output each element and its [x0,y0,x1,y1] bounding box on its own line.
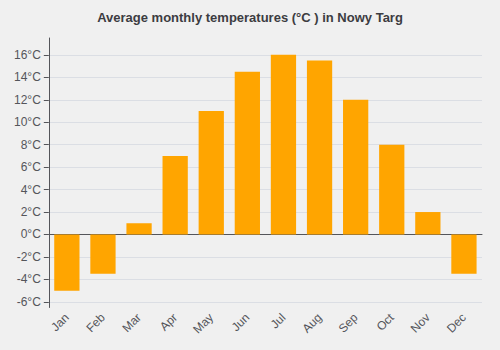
svg-text:Jan: Jan [48,311,72,335]
svg-text:-6°C: -6°C [17,295,41,309]
svg-text:May: May [190,311,216,337]
svg-text:14°C: 14°C [14,70,41,84]
svg-text:8°C: 8°C [21,138,41,152]
svg-text:Jul: Jul [268,311,289,332]
svg-text:16°C: 16°C [14,48,41,62]
svg-text:Jun: Jun [229,311,253,335]
svg-text:-4°C: -4°C [17,272,41,286]
svg-text:12°C: 12°C [14,93,41,107]
svg-text:Oct: Oct [374,310,398,334]
svg-text:Feb: Feb [83,310,108,335]
svg-text:4°C: 4°C [21,183,41,197]
svg-text:Aug: Aug [300,311,325,336]
svg-text:-2°C: -2°C [17,250,41,264]
svg-text:Mar: Mar [120,311,145,335]
svg-text:2°C: 2°C [21,205,41,219]
svg-text:Average monthly temperatures (: Average monthly temperatures (°C ) in No… [97,10,403,25]
svg-text:6°C: 6°C [21,160,41,174]
svg-text:Sep: Sep [336,310,361,335]
svg-text:Apr: Apr [157,311,180,334]
svg-text:0°C: 0°C [21,227,41,241]
svg-text:10°C: 10°C [14,115,41,129]
svg-text:Dec: Dec [444,311,469,336]
svg-text:Nov: Nov [408,311,433,336]
